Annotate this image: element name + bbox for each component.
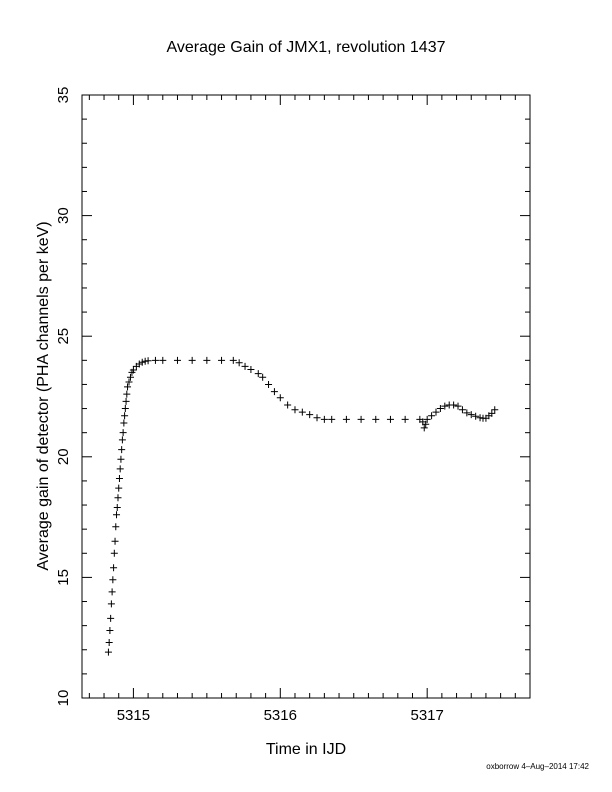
data-point [159,356,167,364]
data-point [138,358,146,366]
data-point [298,408,306,416]
y-axis-label: Average gain of detector (PHA channels p… [35,221,52,570]
x-axis-label: Time in IJD [266,741,346,758]
y-axis-ticks [82,94,530,699]
data-point [458,406,466,414]
data-point [110,564,118,572]
data-point [124,383,132,391]
data-point [110,549,118,557]
data-point [488,409,496,417]
data-point [118,436,126,444]
data-point [116,465,124,473]
data-point [432,408,440,416]
data-point [151,356,159,364]
data-point [115,484,123,492]
footer-timestamp: oxborrow 4–Aug–2014 17:42 [486,762,589,771]
data-point [306,411,314,419]
data-point [123,390,131,398]
data-point [108,588,116,596]
data-point [463,409,471,417]
data-point [467,411,475,419]
data-point [129,366,137,374]
data-point [118,446,126,454]
data-point [276,394,284,402]
data-point [342,415,350,423]
data-point [254,370,262,378]
data-point [428,412,436,420]
x-tick-label: 5315 [117,707,150,724]
data-point [422,420,430,428]
data-point [441,402,449,410]
x-axis-ticks [88,95,531,698]
data-point [401,415,409,423]
data-point [357,415,365,423]
y-tick-label: 30 [55,207,72,224]
x-axis-tick-labels: 5315 5316 5317 [117,707,444,724]
data-point [173,356,181,364]
data-point [436,405,444,413]
data-point [119,429,127,437]
data-point [491,406,499,414]
data-point [144,357,152,365]
data-point [265,380,273,388]
plot-frame [81,94,531,699]
data-point [218,356,226,364]
y-tick-label: 35 [55,87,72,104]
data-point [270,388,278,396]
data-point [203,356,211,364]
data-point [372,415,380,423]
x-tick-label: 5317 [410,707,443,724]
data-point [259,373,267,381]
data-point [247,365,255,373]
data-point [126,373,134,381]
data-point [107,614,115,622]
data-point [313,414,321,422]
data-point [113,503,121,511]
data-point [291,406,299,414]
data-point [229,356,237,364]
y-tick-label: 25 [55,328,72,345]
y-axis-tick-labels: 10 15 20 25 30 35 [55,87,72,707]
y-tick-label: 10 [55,690,72,707]
data-point [107,600,115,608]
x-tick-label: 5316 [264,707,297,724]
data-point [235,359,243,367]
data-point [114,494,122,502]
data-point [112,523,120,531]
y-tick-label: 20 [55,448,72,465]
data-point [106,626,114,634]
data-point [120,419,128,427]
data-point [105,639,113,647]
data-point [450,401,458,409]
data-point [328,415,336,423]
data-point [284,401,292,409]
data-point [121,405,129,413]
data-point [386,415,394,423]
chart-title: Average Gain of JMX1, revolution 1437 [167,39,446,56]
data-point [115,475,123,483]
data-point [423,415,431,423]
data-point [135,360,143,368]
data-point [420,424,428,432]
data-point [121,412,129,420]
data-point [472,412,480,420]
data-point [122,397,130,405]
data-point [111,537,119,545]
data-points [104,356,499,656]
data-point [125,378,133,386]
data-point [117,455,125,463]
data-point [454,402,462,410]
data-point [241,362,249,370]
data-point [320,415,328,423]
y-tick-label: 15 [55,569,72,586]
data-point [109,576,117,584]
data-point [113,511,121,519]
data-point [188,356,196,364]
data-point [104,648,112,656]
